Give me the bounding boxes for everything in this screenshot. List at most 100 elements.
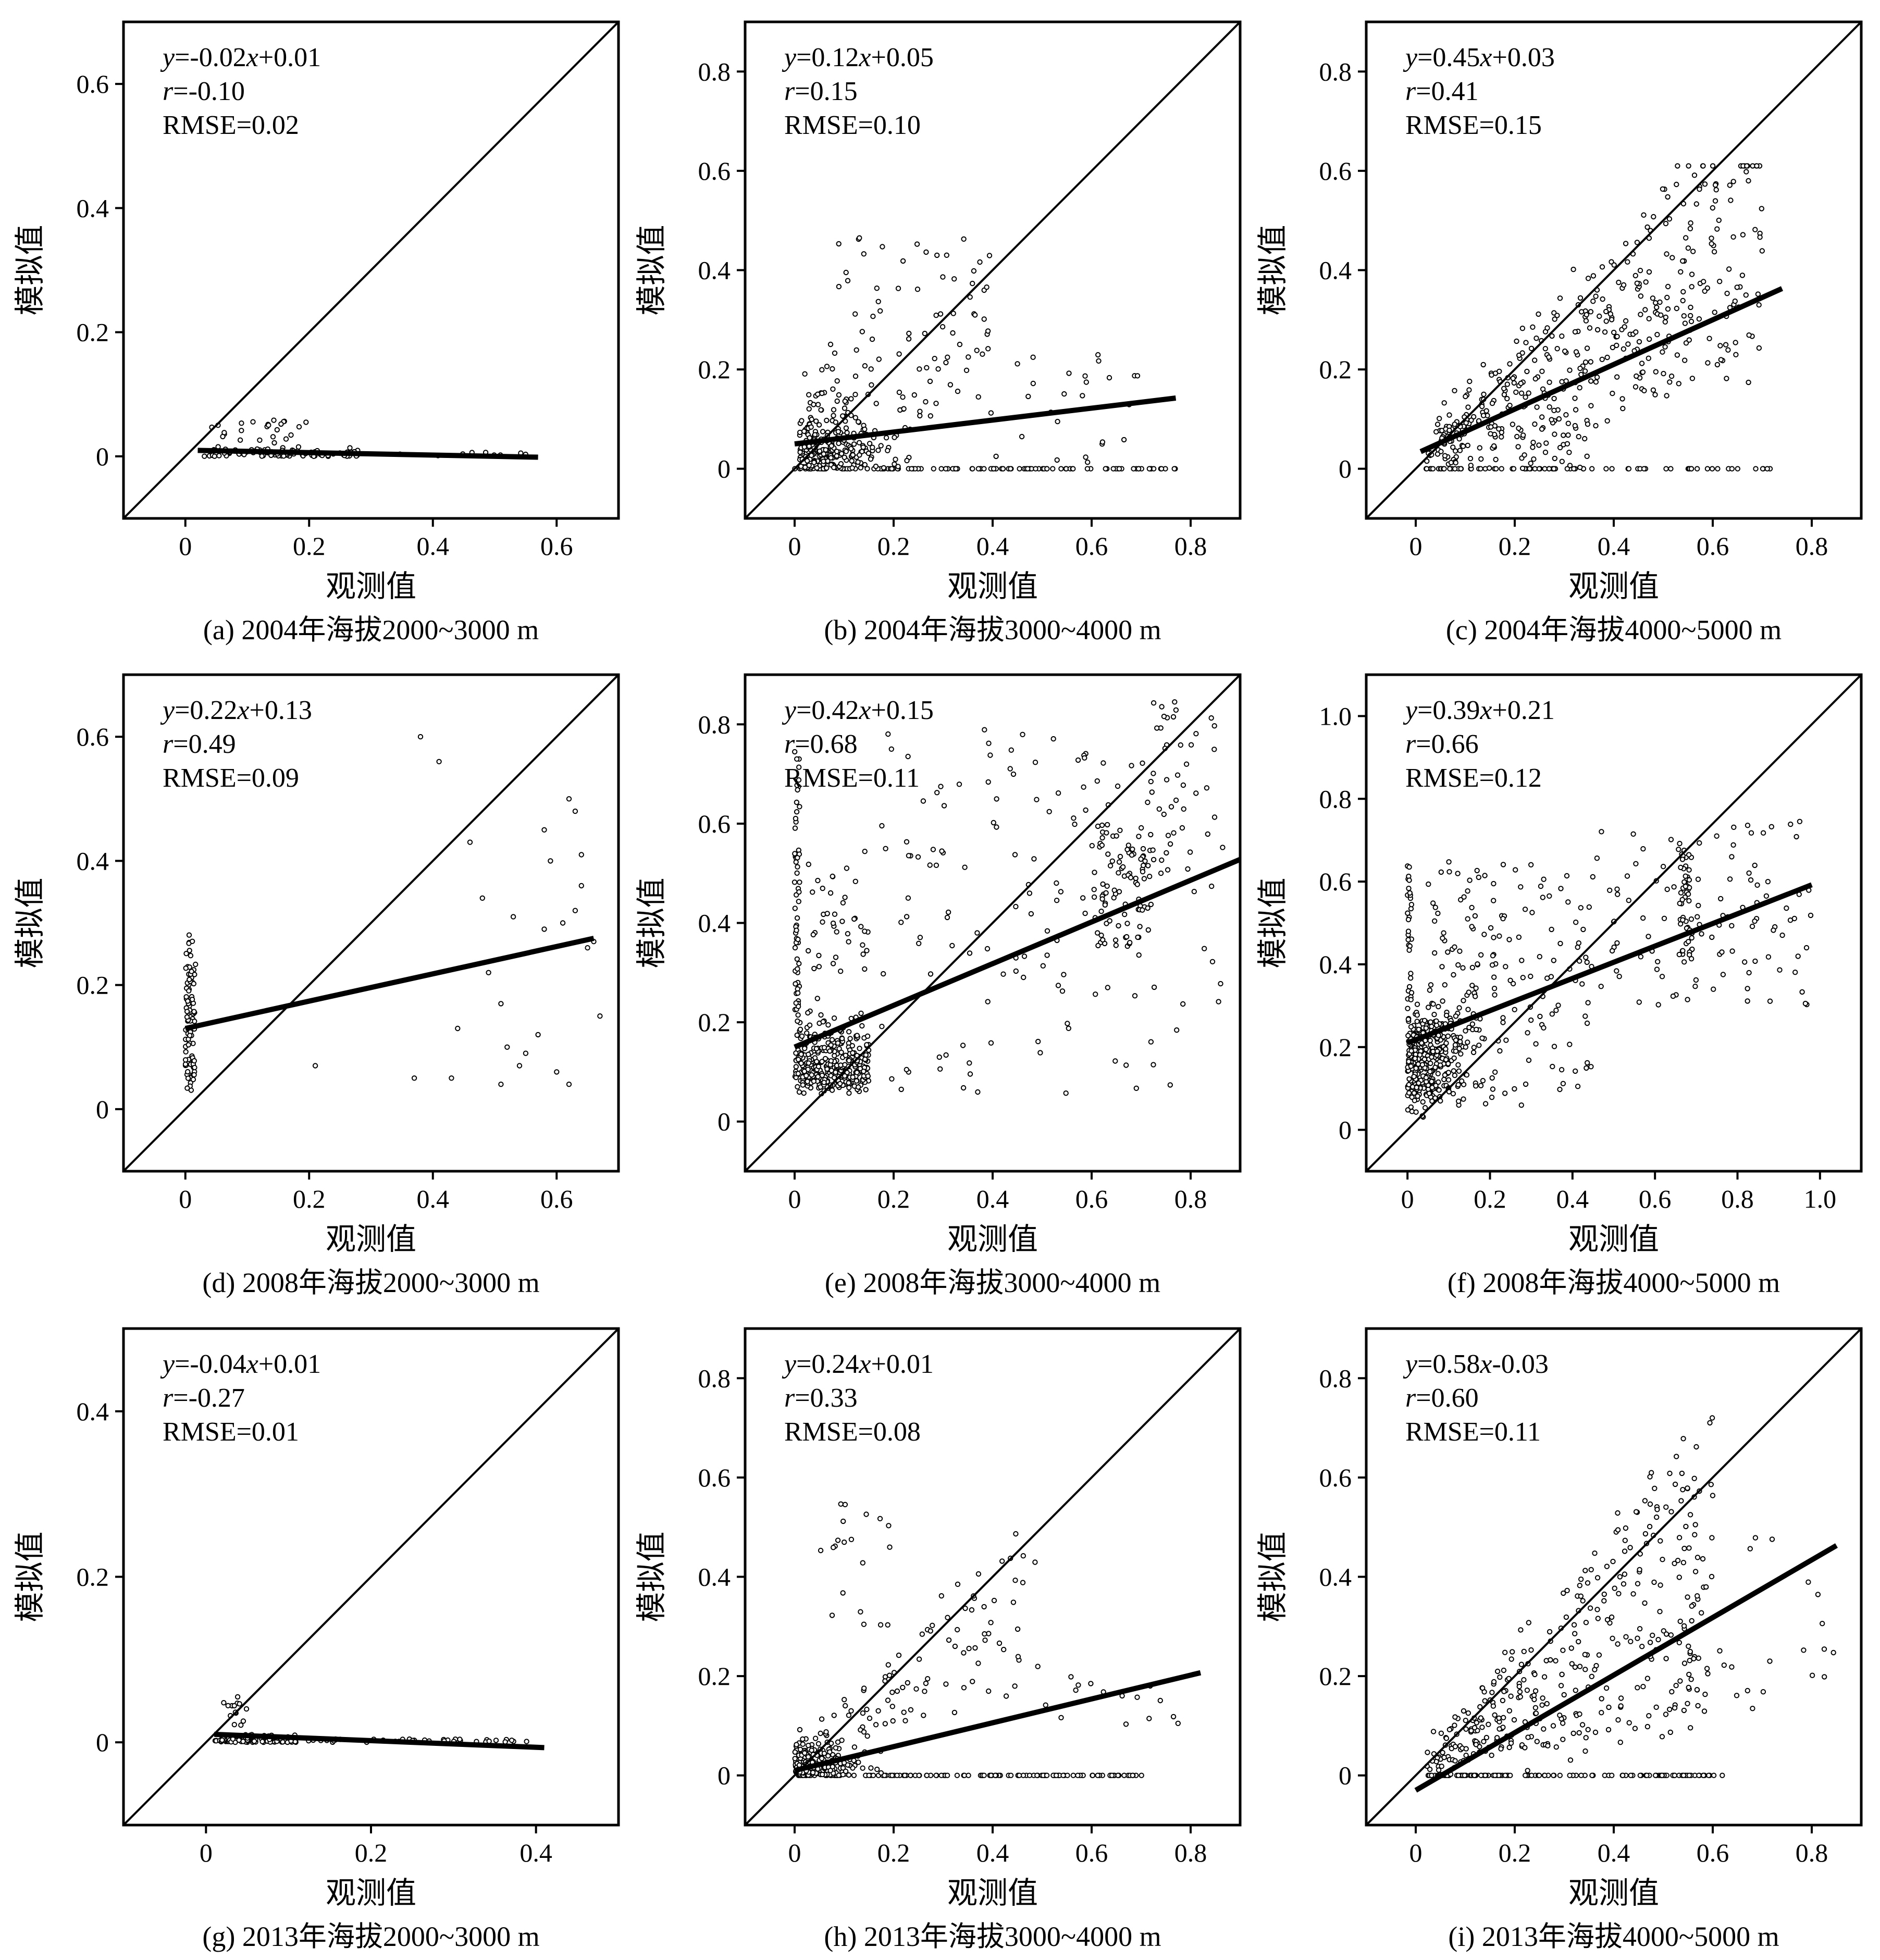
data-point (1754, 163, 1760, 169)
data-point (838, 1501, 844, 1507)
data-point (797, 1727, 803, 1733)
data-point (855, 459, 861, 465)
data-point (1463, 420, 1469, 426)
data-point (278, 421, 284, 427)
data-point (823, 1729, 829, 1735)
data-point (1481, 391, 1487, 397)
data-point (1700, 1556, 1706, 1562)
data-point (1457, 1034, 1463, 1040)
data-point (1623, 318, 1629, 324)
data-point (1578, 905, 1584, 911)
data-point (1663, 314, 1669, 320)
data-point (879, 823, 885, 829)
data-point (1168, 804, 1174, 810)
data-point (1699, 931, 1704, 937)
data-point (1571, 1622, 1577, 1628)
data-point (1043, 1702, 1048, 1708)
data-point (878, 443, 884, 449)
data-point (1669, 255, 1675, 260)
data-point (1650, 295, 1656, 301)
data-point (1486, 1721, 1491, 1728)
data-point (892, 435, 897, 440)
x-tick-label: 0.6 (540, 1184, 573, 1213)
data-point (1091, 894, 1097, 900)
data-point (1095, 942, 1101, 949)
data-point (848, 1536, 855, 1543)
data-point (257, 437, 263, 443)
y-tick-label: 0.8 (1319, 57, 1352, 86)
data-point (1549, 417, 1554, 423)
point-cloud (792, 235, 1178, 472)
data-point (832, 1053, 837, 1059)
data-point (1473, 1083, 1479, 1089)
data-point (1729, 948, 1735, 954)
data-point (941, 803, 947, 809)
data-point (1496, 1726, 1502, 1732)
data-point (1679, 897, 1685, 903)
data-point (240, 1718, 246, 1724)
data-point (1746, 332, 1752, 338)
data-point (955, 388, 961, 394)
data-point (185, 1042, 191, 1048)
data-point (1468, 463, 1474, 468)
x-tick-label: 0.6 (540, 531, 573, 561)
data-point (1443, 1057, 1449, 1063)
data-point (1710, 1493, 1716, 1498)
data-point (920, 798, 926, 804)
data-point (1499, 429, 1505, 436)
data-point (864, 1733, 870, 1739)
data-point (1777, 967, 1783, 973)
data-point (1688, 304, 1693, 311)
data-point (977, 259, 983, 265)
data-point (843, 425, 849, 431)
data-point (937, 311, 944, 317)
data-point (1541, 1726, 1547, 1732)
data-point (1673, 1683, 1679, 1689)
data-point (1668, 1509, 1674, 1515)
data-point (1587, 325, 1593, 331)
data-point (1429, 1085, 1435, 1090)
data-point (896, 389, 902, 395)
data-point (1000, 466, 1006, 472)
data-point (1157, 1697, 1164, 1704)
eq-intercept: +0.01 (258, 1349, 321, 1379)
data-point (572, 908, 578, 913)
data-point (1131, 466, 1136, 472)
data-point (864, 1042, 870, 1048)
data-point (914, 241, 920, 247)
data-point (864, 1706, 870, 1713)
data-point (1035, 1038, 1041, 1045)
data-point (963, 367, 970, 373)
data-point (1609, 1614, 1615, 1620)
data-point (950, 330, 956, 336)
data-point (868, 456, 874, 462)
data-point (1685, 245, 1691, 251)
point-cloud (182, 734, 603, 1093)
data-point (1428, 1019, 1433, 1025)
data-point (1430, 466, 1436, 472)
x-tick-label: 0 (1409, 1838, 1423, 1867)
data-point (1220, 845, 1226, 850)
data-point (1481, 932, 1487, 937)
data-point (927, 413, 934, 419)
data-point (1446, 427, 1452, 433)
data-point (1156, 806, 1162, 812)
eq-y: y (1403, 43, 1418, 72)
data-point (1466, 989, 1472, 995)
data-point (1552, 431, 1557, 437)
data-point (794, 870, 800, 876)
data-point (794, 1032, 800, 1038)
data-point (1530, 444, 1536, 450)
data-point (1604, 1617, 1611, 1623)
data-point (881, 971, 886, 977)
data-point (1500, 1020, 1506, 1025)
data-point (1145, 927, 1152, 933)
data-point (1541, 876, 1547, 882)
data-point (1801, 1647, 1807, 1653)
data-point (1003, 1693, 1009, 1699)
data-point (190, 1076, 196, 1083)
data-point (1745, 823, 1751, 828)
plot-frame (122, 20, 620, 520)
eq-x: x (858, 43, 871, 72)
